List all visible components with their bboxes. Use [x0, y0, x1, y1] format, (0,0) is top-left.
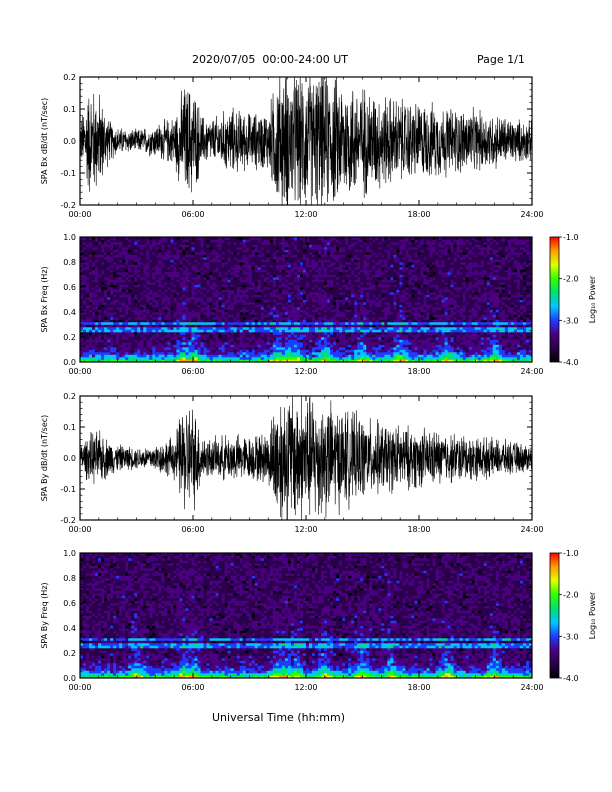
panel-2-colorbar-tick: -1.0: [563, 233, 579, 242]
panel-4-xtick-label: 06:00: [181, 683, 204, 692]
panel-3-ytick-label: -0.2: [60, 516, 76, 525]
panel-1-trace: [80, 77, 532, 205]
panel-3-ylabel: SPA By dB/dt (nT/sec): [40, 415, 49, 502]
panel-4-colorbar-tick: -3.0: [563, 632, 579, 641]
panel-1-xtick-label: 06:00: [181, 210, 204, 219]
panel-2-xtick-label: 18:00: [407, 367, 430, 376]
panel-4-colorbar: [549, 552, 560, 679]
panel-4-xtick-label: 18:00: [407, 683, 430, 692]
panel-2-xtick-label: 00:00: [68, 367, 91, 376]
panel-4-colorbar-label: Log₁₀ Power: [588, 591, 597, 639]
panel-4-ytick-label: 0.6: [63, 599, 76, 608]
panel-4-xtick-label: 12:00: [294, 683, 317, 692]
panel-3-xtick-label: 12:00: [294, 525, 317, 534]
panel-2-xtick-label: 12:00: [294, 367, 317, 376]
panel-4-cells: [80, 553, 533, 679]
panel-4-ylabel: SPA By Freq (Hz): [40, 582, 49, 648]
panel-2-ytick-label: 0.2: [63, 333, 76, 342]
panel-3-ytick-label: 0.2: [63, 392, 76, 401]
panel-2-ytick-label: 0.4: [63, 308, 76, 317]
panel-1-xtick-label: 12:00: [294, 210, 317, 219]
panel-1-xtick-label: 24:00: [520, 210, 543, 219]
panel-4-ytick-label: 0.8: [63, 574, 76, 583]
panel-1-ytick-label: 0.1: [63, 105, 76, 114]
panel-2-colorbar-tick: -4.0: [563, 358, 579, 367]
panel-2: -1.0 -2.0 -3.0 -4.0 Log₁₀ Power 0.0 0.2 0.4 0.6 0…: [40, 233, 597, 376]
panel-1-ytick-label: 0.2: [63, 73, 76, 82]
panel-3-xtick-label: 24:00: [520, 525, 543, 534]
panel-2-colorbar-tick: -2.0: [563, 275, 579, 284]
panel-1-xtick-label: 00:00: [68, 210, 91, 219]
panel-2-colorbar-label: Log₁₀ Power: [588, 275, 597, 323]
panel-4-xtick-label: 24:00: [520, 683, 543, 692]
panel-2-ytick-label: 0.0: [63, 358, 76, 367]
panel-2-xtick-label: 06:00: [181, 367, 204, 376]
panel-3-ytick-label: 0.1: [63, 423, 76, 432]
x-axis-label: Universal Time (hh:mm): [212, 711, 345, 724]
panel-2-colorbar: [549, 236, 560, 363]
panel-2-cells: [80, 237, 533, 363]
panel-3-trace: [80, 396, 532, 520]
panel-4-ytick-label: 1.0: [63, 549, 76, 558]
panel-1-ytick-label: -0.2: [60, 201, 76, 210]
panel-2-ytick-label: 0.6: [63, 283, 76, 292]
panel-1-ytick-label: -0.1: [60, 169, 76, 178]
panel-1-ytick-label: 0.0: [63, 137, 76, 146]
page-title: 2020/07/05 00:00-24:00 UT: [192, 53, 349, 66]
panel-4-ytick-label: 0.4: [63, 624, 76, 633]
panel-2-ytick-label: 0.8: [63, 258, 76, 267]
panel-4-colorbar-tick: -2.0: [563, 591, 579, 600]
panel-1-xtick-label: 18:00: [407, 210, 430, 219]
panel-2-colorbar-tick: -3.0: [563, 316, 579, 325]
panel-3-xtick-label: 18:00: [407, 525, 430, 534]
panel-2-xtick-label: 24:00: [520, 367, 543, 376]
panel-4-ytick-label: 0.0: [63, 674, 76, 683]
panel-2-ytick-label: 1.0: [63, 233, 76, 242]
panel-3: -0.2 -0.1 0.0 0.1 0.2 00:00 06:00 12:00 18:00 24:…: [40, 392, 544, 534]
panel-4: -1.0 -2.0 -3.0 -4.0 Log₁₀ Power 0.0 0.2 0.4 0.6 0…: [40, 549, 597, 692]
page-number: Page 1/1: [477, 53, 525, 66]
panel-4-xtick-label: 00:00: [68, 683, 91, 692]
panel-3-ytick-label: 0.0: [63, 454, 76, 463]
panel-1: -0.2 -0.1 0.0 0.1 0.2 00:00 06:00 12:00 18:00 24:…: [40, 73, 544, 219]
panel-3-xtick-label: 00:00: [68, 525, 91, 534]
panel-2-ylabel: SPA Bx Freq (Hz): [40, 266, 49, 332]
panel-4-colorbar-tick: -4.0: [563, 674, 579, 683]
panel-1-ylabel: SPA Bx dB/dt (nT/sec): [40, 98, 49, 185]
panel-4-ytick-label: 0.2: [63, 649, 76, 658]
panel-4-colorbar-tick: -1.0: [563, 549, 579, 558]
panel-3-xtick-label: 06:00: [181, 525, 204, 534]
panel-3-ytick-label: -0.1: [60, 485, 76, 494]
